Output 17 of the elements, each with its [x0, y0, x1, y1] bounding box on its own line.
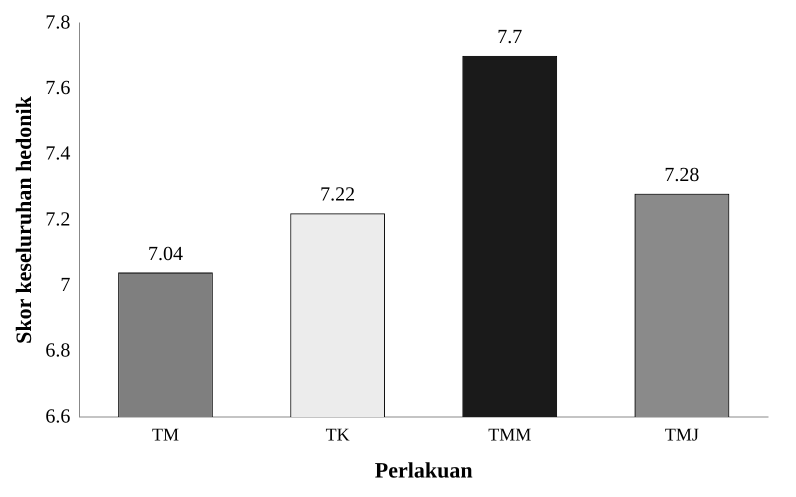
x-tick-label: TM	[152, 424, 179, 445]
x-tick-label: TMJ	[664, 424, 699, 445]
data-label: 7.22	[320, 184, 356, 206]
y-tick-label: 6.8	[45, 340, 70, 362]
y-tick-label: 7.8	[45, 11, 70, 34]
x-tick-label: TK	[326, 424, 350, 445]
y-tick-label: 7.4	[45, 142, 70, 165]
data-label: 7.28	[664, 164, 700, 186]
y-tick-label: 7	[60, 274, 70, 296]
x-axis-title: Perlakuan	[374, 457, 473, 482]
y-tick-label: 7.2	[45, 208, 70, 230]
y-tick-label: 6.6	[45, 405, 70, 428]
x-tick-label: TMM	[488, 424, 532, 445]
data-label: 7.7	[497, 26, 522, 48]
y-tick-label: 7.6	[45, 76, 70, 99]
data-label: 7.04	[148, 242, 183, 265]
y-axis-title: Skor keseluruhan hedonik	[10, 95, 36, 344]
